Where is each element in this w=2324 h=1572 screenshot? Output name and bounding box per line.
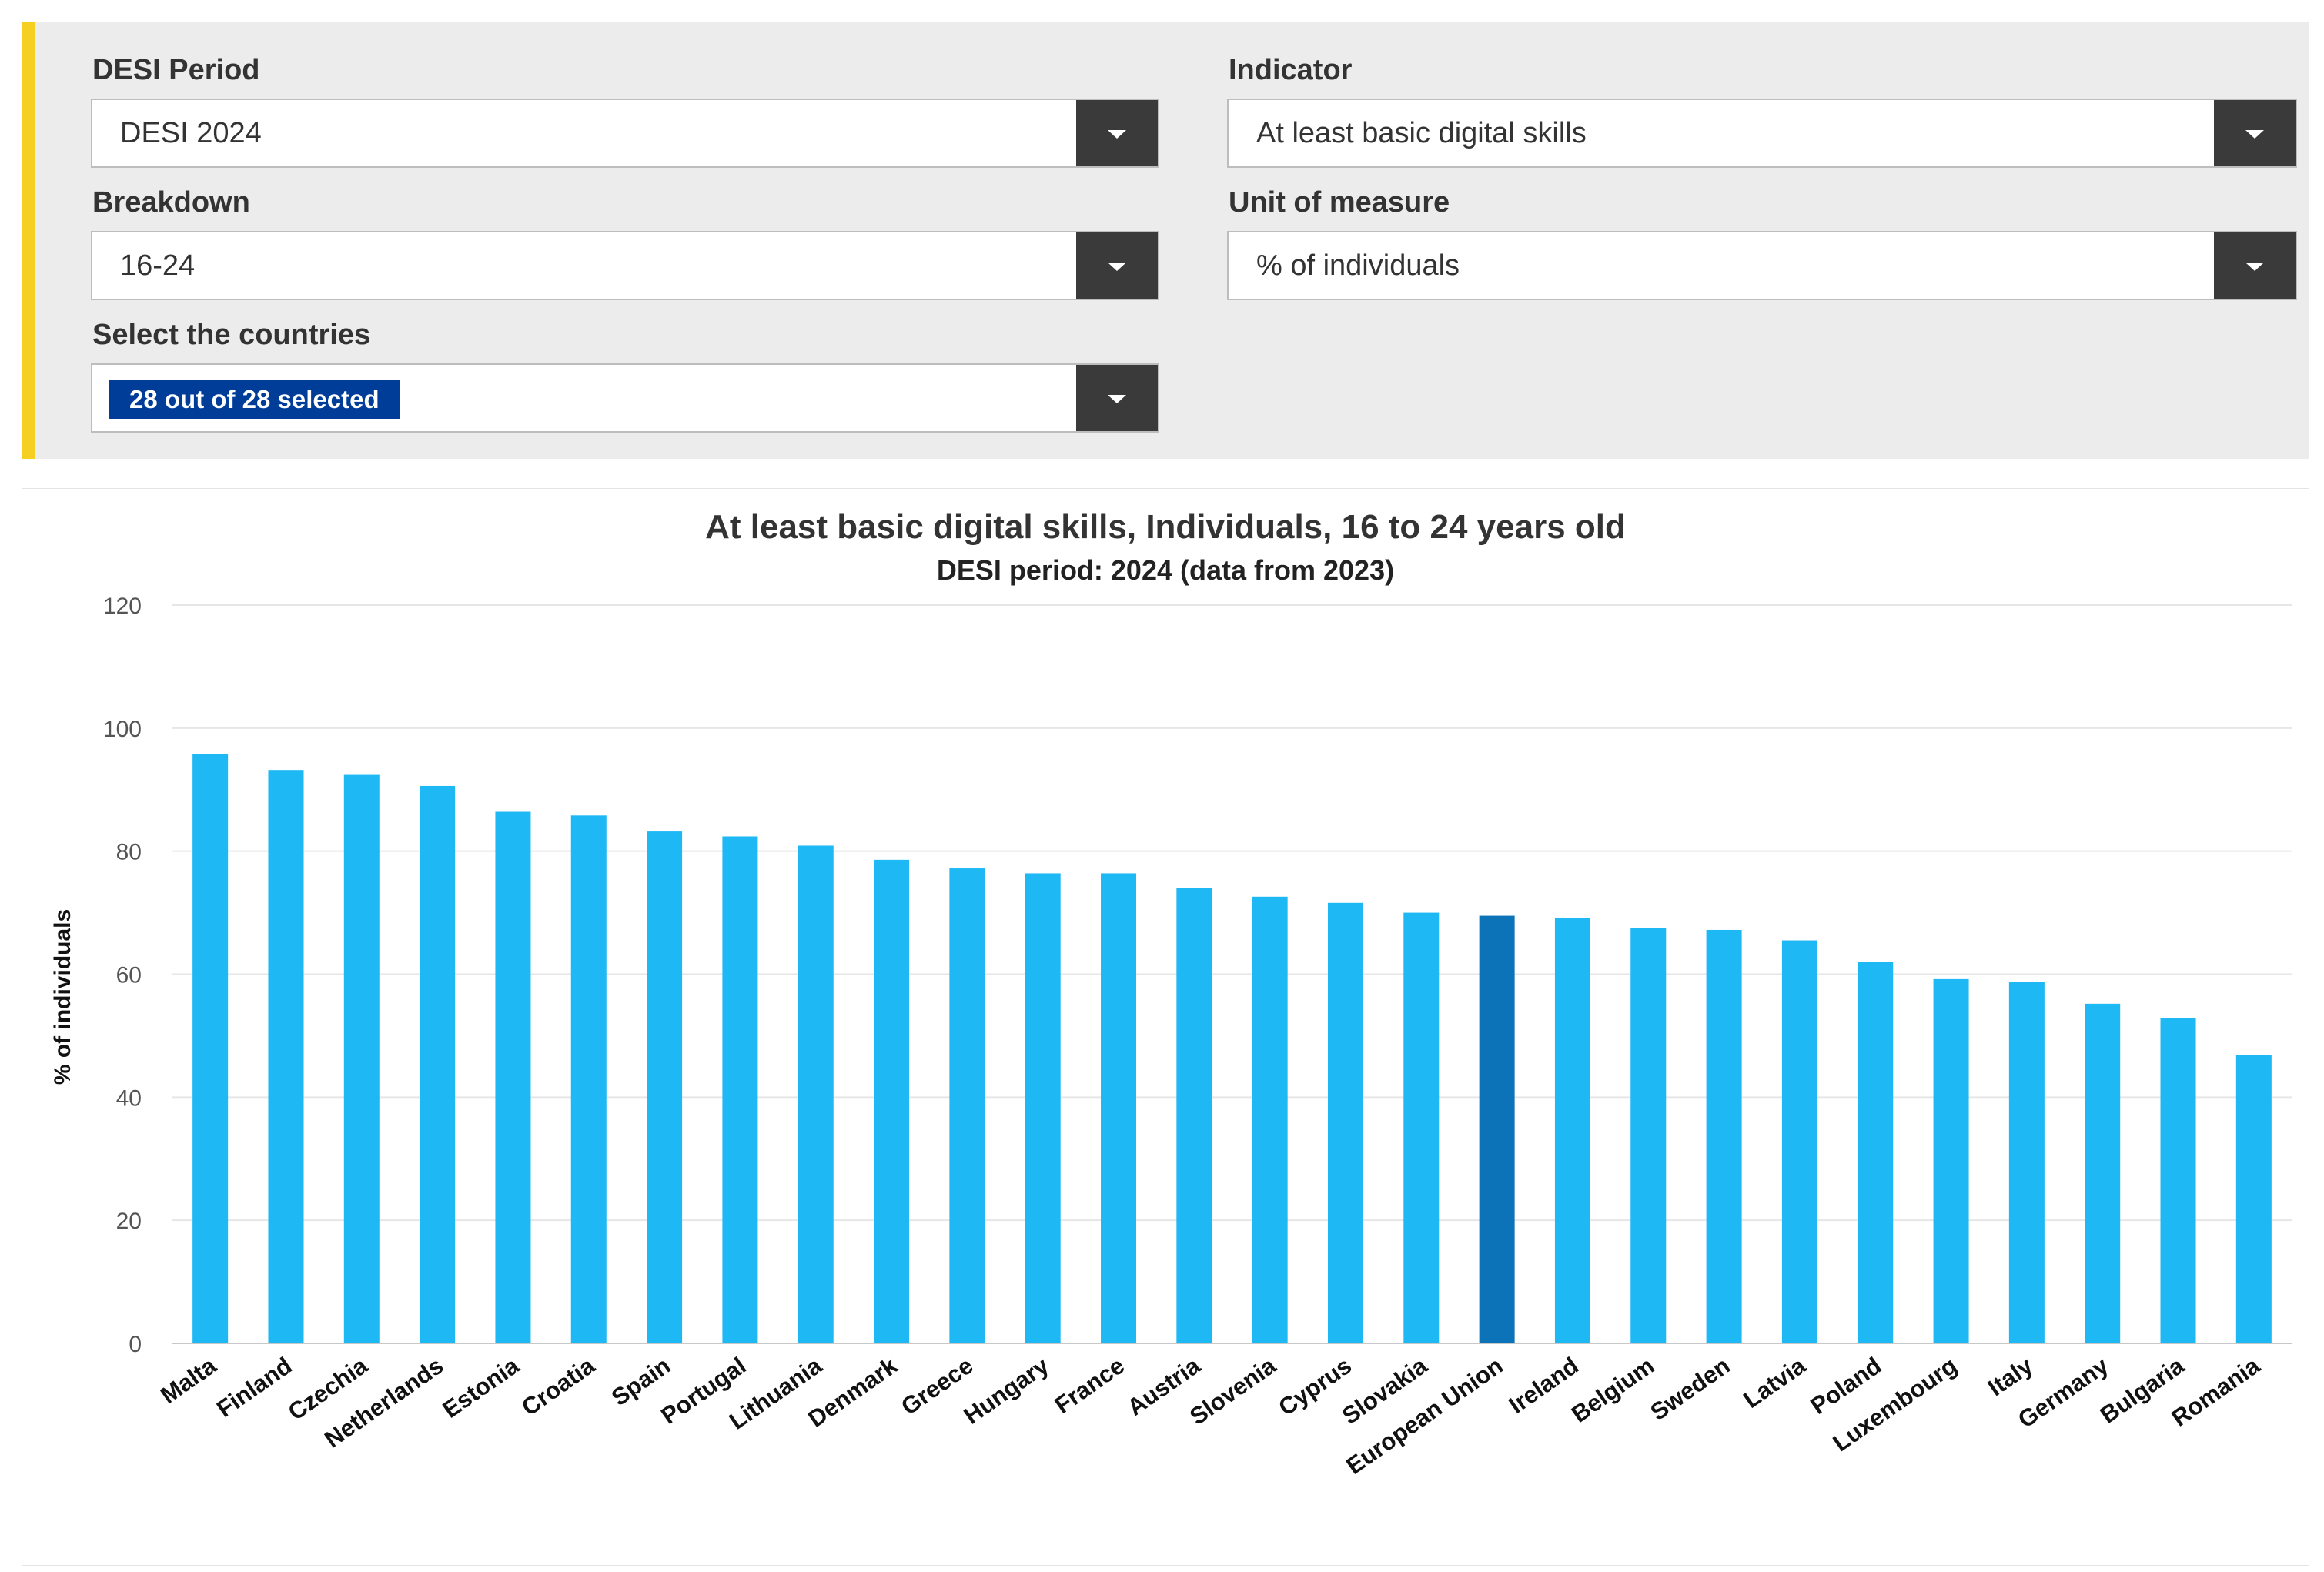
x-tick-label: Italy	[1983, 1352, 2038, 1402]
bar-chart: At least basic digital skills, Individua…	[50, 508, 2292, 1480]
bar-slovakia[interactable]	[1403, 912, 1440, 1343]
bar-poland[interactable]	[1858, 962, 1894, 1343]
bar-slovenia[interactable]	[1252, 896, 1288, 1343]
unit-label: Unit of measure	[1229, 186, 1450, 219]
gridlines	[172, 604, 2292, 1222]
bar-denmark[interactable]	[874, 859, 910, 1343]
countries-label: Select the countries	[92, 319, 371, 351]
bar-spain[interactable]	[647, 831, 683, 1343]
indicator-label: Indicator	[1229, 54, 1353, 86]
bar-france[interactable]	[1101, 873, 1137, 1343]
bar-sweden[interactable]	[1706, 929, 1742, 1343]
breakdown-value: 16-24	[120, 249, 196, 282]
bars	[192, 754, 2272, 1343]
bar-latvia[interactable]	[1781, 940, 1817, 1343]
bar-hungary[interactable]	[1025, 873, 1061, 1343]
bar-finland[interactable]	[268, 770, 304, 1343]
x-tick-label: Estonia	[438, 1352, 524, 1423]
x-tick-label: Slovenia	[1185, 1352, 1281, 1430]
x-tick-label: Hungary	[959, 1352, 1055, 1430]
breakdown-select[interactable]: 16-24	[91, 231, 1159, 300]
chart-panel: At least basic digital skills, Individua…	[22, 488, 2309, 1566]
x-tick-label: Sweden	[1646, 1352, 1735, 1426]
y-tick-label: 100	[103, 717, 142, 742]
unit-select[interactable]: % of individuals	[1227, 231, 2297, 300]
y-tick-label: 80	[116, 840, 142, 865]
x-axis-labels: MaltaFinlandCzechiaNetherlandsEstoniaCro…	[155, 1352, 2265, 1480]
indicator-value: At least basic digital skills	[1256, 117, 1587, 149]
bar-netherlands[interactable]	[420, 785, 456, 1343]
x-tick-label: Croatia	[517, 1352, 600, 1421]
chart-title: At least basic digital skills, Individua…	[705, 508, 1626, 546]
unit-value: % of individuals	[1256, 249, 1460, 282]
desi-period-label: DESI Period	[92, 54, 260, 86]
chart-subtitle: DESI period: 2024 (data from 2023)	[937, 554, 1394, 586]
bar-bulgaria[interactable]	[2160, 1018, 2196, 1343]
chevron-down-icon[interactable]	[1076, 100, 1158, 166]
bar-luxembourg[interactable]	[1933, 978, 1969, 1343]
bar-malta[interactable]	[192, 754, 229, 1343]
desi-period-select[interactable]: DESI 2024	[91, 99, 1159, 168]
x-tick-label: Latvia	[1738, 1352, 1811, 1413]
x-tick-label: Finland	[212, 1352, 296, 1423]
chevron-down-icon[interactable]	[1076, 365, 1158, 431]
bar-ireland[interactable]	[1554, 917, 1590, 1343]
y-tick-label: 20	[116, 1209, 142, 1234]
y-tick-label: 0	[129, 1332, 142, 1357]
bar-estonia[interactable]	[495, 811, 531, 1343]
chevron-down-icon[interactable]	[1076, 232, 1158, 299]
countries-select[interactable]: 28 out of 28 selected	[91, 363, 1159, 433]
bar-croatia[interactable]	[570, 815, 607, 1343]
selected-count-badge: 28 out of 28 selected	[109, 380, 400, 419]
y-axis-title: % of individuals	[50, 909, 75, 1085]
bar-portugal[interactable]	[722, 836, 758, 1343]
chevron-down-icon[interactable]	[2214, 232, 2296, 299]
bar-belgium[interactable]	[1630, 928, 1667, 1343]
y-axis-ticks: 0 20 40 60 80 100 120	[103, 594, 142, 1357]
filter-panel: DESI Period DESI 2024 Indicator At least…	[22, 22, 2309, 459]
bar-european-union[interactable]	[1479, 915, 1515, 1343]
bar-lithuania[interactable]	[798, 845, 834, 1343]
bar-greece[interactable]	[949, 868, 985, 1343]
y-tick-label: 40	[116, 1085, 142, 1111]
bar-cyprus[interactable]	[1327, 902, 1363, 1343]
x-tick-label: Belgium	[1567, 1352, 1659, 1428]
bar-austria[interactable]	[1176, 888, 1212, 1343]
chevron-down-icon[interactable]	[2214, 100, 2296, 166]
desi-period-value: DESI 2024	[120, 117, 262, 149]
bar-romania[interactable]	[2235, 1055, 2272, 1343]
x-tick-label: France	[1050, 1352, 1129, 1419]
indicator-select[interactable]: At least basic digital skills	[1227, 99, 2297, 168]
bar-italy[interactable]	[2008, 982, 2045, 1343]
bar-germany[interactable]	[2085, 1003, 2121, 1343]
y-tick-label: 60	[116, 963, 142, 988]
breakdown-label: Breakdown	[92, 186, 250, 219]
bar-czechia[interactable]	[343, 774, 380, 1343]
y-tick-label: 120	[103, 594, 142, 619]
